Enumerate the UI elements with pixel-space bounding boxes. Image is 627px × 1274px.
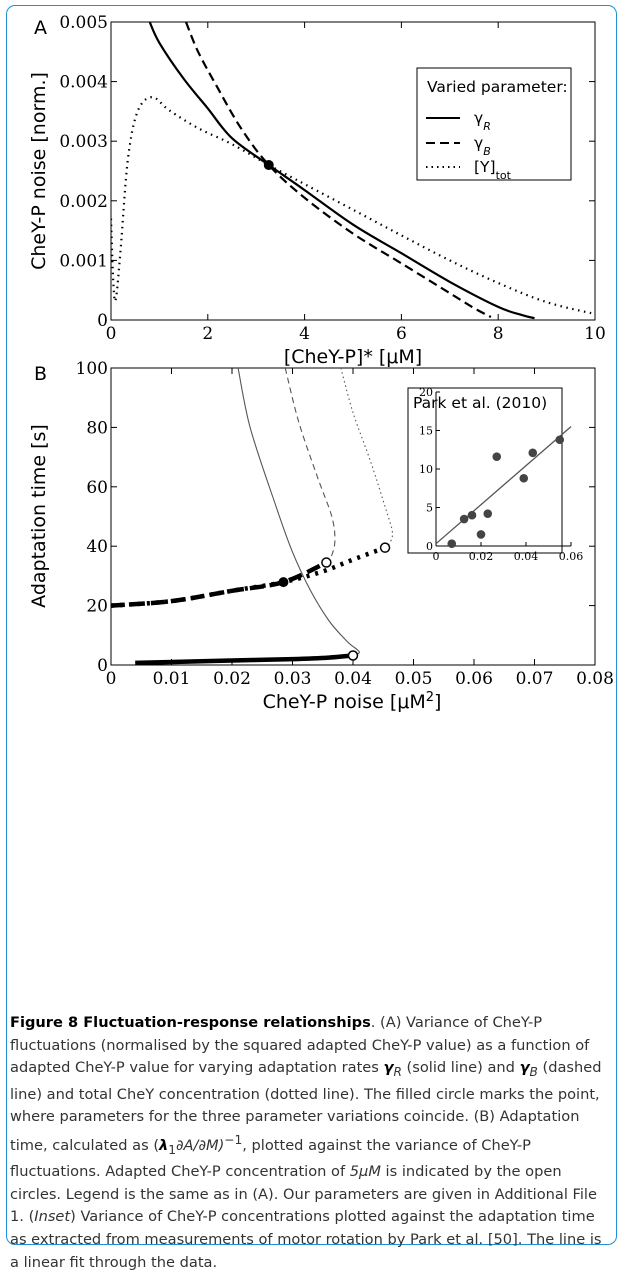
panel-b-series-b-thick [111,560,328,608]
panel-a-y-tick-label: 0.004 [59,73,108,93]
legend-item-y-tot: [Y]tot [474,158,512,182]
caption-title: Figure 8 Fluctuation-response relationsh… [10,1014,371,1031]
panel-a-series-r [148,22,535,320]
panel-a-legend: Varied parameter: γR γB [Y]tot [416,67,572,182]
inset-plot-frame [407,387,563,554]
panel-b-label: B [34,363,47,385]
inset-y-tick-label: 20 [419,386,433,399]
panel-b-x-tick-label: 0.05 [395,669,433,689]
panel-a-series-b [184,22,492,318]
panel-b-y-tick-label: 0 [97,656,108,676]
panel-a-plot-frame [110,21,596,321]
panel-b-y-tick-label: 80 [86,418,108,438]
panel-b-open-circle-marker [379,542,391,553]
panel-a-y-tick-label: 0.005 [59,13,108,33]
panel-a-label: A [34,17,47,39]
panel-b-series-y-tot-thick [111,545,386,608]
inset-fit-line [435,426,572,545]
panel-a-filled-circle-marker [263,160,274,171]
panel-a-x-tick-label: 4 [299,324,310,344]
inset-data-point [528,448,538,458]
panel-b-x-tick-label: 0.01 [153,669,191,689]
panel-a-y-tick-label: 0 [97,311,108,331]
legend-item-gamma-b: γB [474,134,491,158]
panel-a-y-tick-label: 0.003 [59,132,108,152]
inset-data-point [519,473,529,483]
panel-a-ylabel: CheY-P noise [norm.] [28,72,50,270]
panel-b-y-tick-label: 100 [76,359,108,379]
panel-a-xlabel: [CheY-P]* [μM] [284,346,422,368]
panel-a-x-tick-label: 6 [396,324,407,344]
figure-frame [6,5,617,1245]
panel-b-y-tick-label: 60 [86,478,108,498]
legend-title: Varied parameter: [427,78,568,96]
panel-b-series-r-thin [237,368,360,657]
legend-item-gamma-r: γR [474,109,491,133]
figure-caption: Figure 8 Fluctuation-response relationsh… [10,1014,602,1271]
inset-x-tick-label: 0 [433,550,440,563]
inset-x-tick-label: 0.06 [559,550,584,563]
panel-b-x-tick-label: 0.07 [516,669,554,689]
inset-title: Park et al. (2010) [413,394,547,412]
panel-b-x-tick-label: 0.02 [213,669,251,689]
panel-b-x-tick-label: 0.08 [576,669,614,689]
inset-data-point [459,514,469,524]
inset-data-point [483,509,493,518]
panel-a-x-tick-label: 2 [202,324,213,344]
panel-b-ylabel: Adaptation time [s] [28,424,50,608]
inset-y-tick-label: 5 [426,502,433,515]
panel-b-open-circle-marker [347,650,359,661]
inset-data-point [447,539,457,548]
panel-b-x-tick-label: 0.04 [334,669,372,689]
panel-a-x-tick-label: 10 [584,324,606,344]
panel-a-y-tick-label: 0.001 [59,251,108,271]
inset-data-point [476,530,486,539]
legend-box [416,67,572,181]
inset-y-tick-label: 15 [419,425,433,438]
panel-b-x-tick-label: 0.06 [455,669,493,689]
panel-a-x-tick-label: 8 [493,324,504,344]
panel-b-filled-circle-marker [278,577,289,588]
panel-b-series-y-tot-thin [340,368,394,549]
panel-a-y-tick-label: 0.002 [59,192,108,212]
inset-y-tick-label: 0 [426,540,433,553]
panel-b-open-circle-marker [321,557,332,568]
inset-data-point [492,452,502,461]
panel-b-xlabel: CheY-P noise [μM2] [263,690,442,714]
inset-y-tick-label: 10 [419,463,433,476]
panel-b-series-b-thin [284,368,336,563]
inset-data-point [467,510,477,520]
inset-data-point [555,435,565,445]
inset-x-tick-label: 0.04 [514,550,539,563]
panel-b-series-r-thick [135,653,354,665]
panel-a-x-tick-label: 0 [106,324,117,344]
panel-b-x-tick-label: 0 [106,669,117,689]
inset-x-tick-label: 0.02 [469,550,494,563]
panel-b-y-tick-label: 40 [86,537,108,557]
panel-b-x-tick-label: 0.03 [274,669,312,689]
panel-a-series-y-tot [111,96,595,316]
panel-b-y-tick-label: 20 [86,597,108,617]
